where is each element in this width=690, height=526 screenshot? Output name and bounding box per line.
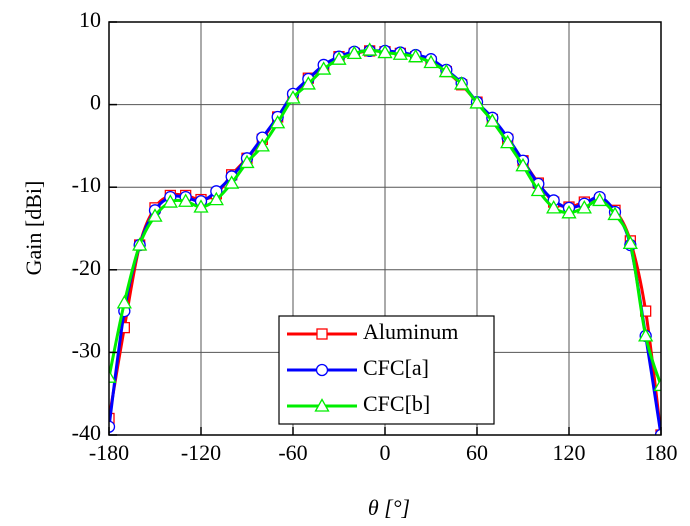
x-tick-label: -120 bbox=[181, 440, 221, 465]
marker-triangle bbox=[109, 369, 117, 383]
marker-triangle bbox=[285, 90, 301, 104]
x-tick-label: 180 bbox=[645, 440, 678, 465]
y-axis-label: Gain [dBi] bbox=[21, 181, 46, 276]
marker-square bbox=[316, 328, 328, 340]
x-tick-label: 0 bbox=[380, 440, 391, 465]
marker-triangle bbox=[576, 200, 592, 214]
marker-triangle bbox=[500, 134, 516, 149]
marker-circle bbox=[315, 363, 329, 377]
legend-label: Aluminum bbox=[363, 319, 458, 344]
marker-triangle bbox=[392, 46, 408, 60]
marker-triangle bbox=[362, 42, 378, 56]
marker-triangle bbox=[438, 63, 454, 78]
x-axis-label: θ [°] bbox=[368, 495, 410, 520]
x-tick-label: -180 bbox=[89, 440, 129, 465]
marker-triangle bbox=[132, 237, 148, 251]
x-tick-label: 120 bbox=[553, 440, 586, 465]
marker-triangle bbox=[316, 61, 332, 75]
marker-triangle bbox=[208, 191, 224, 206]
marker-circle bbox=[654, 428, 661, 435]
marker-triangle bbox=[314, 398, 330, 412]
marker-triangle bbox=[162, 194, 178, 208]
y-tick-label: -10 bbox=[72, 172, 101, 197]
marker-triangle bbox=[178, 193, 194, 207]
marker-triangle bbox=[346, 45, 362, 60]
marker-triangle bbox=[300, 76, 316, 90]
y-tick-label: 0 bbox=[90, 90, 101, 115]
marker-triangle bbox=[423, 54, 439, 69]
marker-triangle bbox=[331, 51, 347, 65]
marker-triangle bbox=[607, 206, 623, 221]
marker-triangle bbox=[116, 295, 132, 309]
marker-triangle bbox=[147, 208, 163, 222]
marker-triangle bbox=[530, 182, 546, 197]
marker-triangle bbox=[239, 154, 255, 169]
marker-triangle bbox=[454, 76, 470, 90]
marker-triangle bbox=[546, 200, 562, 214]
marker-triangle bbox=[484, 113, 500, 127]
marker-triangle bbox=[592, 192, 608, 207]
marker-triangle bbox=[622, 235, 638, 250]
plot-area bbox=[109, 42, 661, 435]
marker-triangle bbox=[408, 48, 424, 63]
marker-triangle bbox=[254, 138, 270, 152]
marker-triangle bbox=[638, 328, 654, 342]
legend-label: CFC[a] bbox=[363, 355, 429, 380]
y-tick-label: -40 bbox=[72, 420, 101, 445]
x-tick-label: -60 bbox=[278, 440, 307, 465]
marker-triangle bbox=[193, 199, 209, 213]
legend: Aluminum CFC[a] CFC[b] bbox=[278, 315, 495, 425]
legend-label: CFC[b] bbox=[363, 391, 430, 416]
marker-circle bbox=[109, 420, 116, 433]
marker-triangle bbox=[515, 157, 531, 172]
y-tick-label: -30 bbox=[72, 337, 101, 362]
y-tick-label: 10 bbox=[79, 7, 101, 32]
marker-triangle bbox=[377, 44, 393, 59]
marker-triangle bbox=[270, 114, 286, 129]
marker-triangle bbox=[653, 377, 661, 392]
marker-triangle bbox=[469, 95, 485, 109]
y-tick-label: -20 bbox=[72, 255, 101, 280]
x-tick-label: 60 bbox=[466, 440, 488, 465]
marker-triangle bbox=[561, 204, 577, 219]
marker-triangle bbox=[224, 175, 240, 189]
